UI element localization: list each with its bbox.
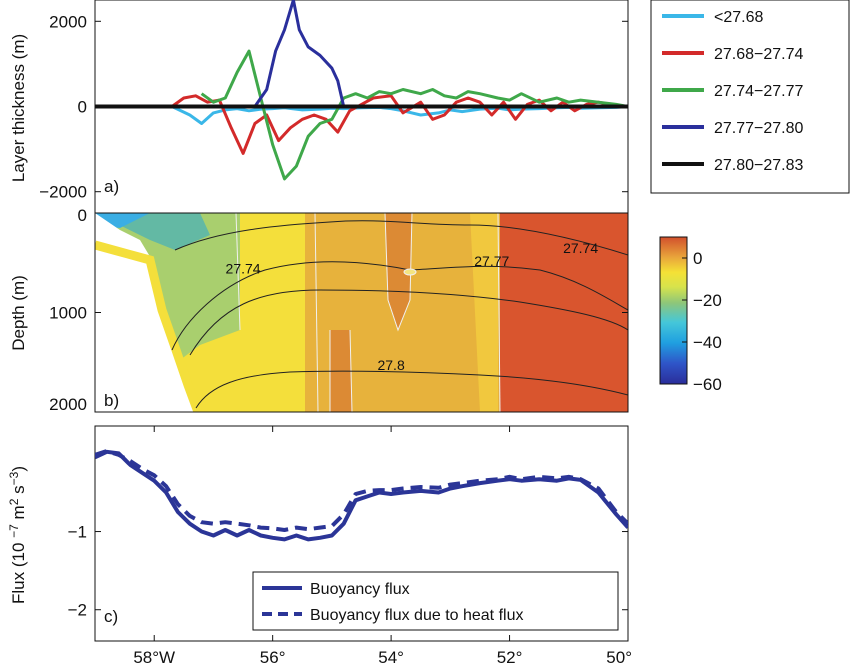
isopycnal-27-74-upper [174,220,628,256]
legend-c-box [252,571,619,631]
colorbar-tick-label: 0 [693,249,702,268]
series-line-d27_68_27_74 [171,94,628,155]
y-tick-label: 0 [78,206,87,225]
eddy-spot [403,268,417,276]
y-tick-label: −2000 [39,183,87,202]
panel-b-y-ticks: 0 1000 2000 [49,206,628,414]
heatmap-bathymetry-mask [95,213,198,412]
panel-b-tag: b) [104,391,119,410]
colorbar-tick-label: −20 [693,291,722,310]
panel-c-y-ticks: −2 −1 [68,523,628,620]
panel-a-ylabel: Layer thickness (m) [9,34,28,182]
legend-a-items: <27.68 27.68−27.74 27.74−27.77 27.77−27.80 2… [662,9,804,174]
white-contour-1 [235,213,241,331]
isopycnal-27-8 [195,370,628,409]
x-tick-label: 52° [497,648,523,666]
colorbar-tick-label: −40 [693,333,722,352]
legend-a-label: <27.68 [714,9,763,26]
panel-c-frame [94,425,629,642]
contour-label: 27.74 [563,240,598,256]
y-tick-label: −2 [68,601,87,620]
legend-a-label: 27.74−27.77 [714,83,804,100]
panel-c-series [95,449,628,542]
legend-c-label-heat-flux: Buoyancy flux due to heat flux [310,607,523,624]
heatmap-region-dark-orange [385,213,412,330]
isopycnal-27-77 [171,261,628,351]
colorbar: 0 −20 −40 −60 [659,236,722,394]
contour-label: 27.8 [377,357,404,373]
panel-a-series [95,0,628,181]
panel-b-section: 27.74 27.77 27.74 27.8 [95,213,628,412]
series-line-buoyancy-flux [95,449,628,542]
legend-panel-a: <27.68 27.68−27.74 27.74−27.77 27.77−27.80 2… [650,0,850,194]
x-tick-label: 50° [606,648,632,666]
white-contour-3 [497,213,501,412]
y-tick-label: 2000 [49,12,87,31]
legend-c-label-buoyancy-flux: Buoyancy flux [310,581,410,598]
heatmap-region-light-orange [470,213,498,412]
legend-a-label: 27.77−27.80 [714,120,804,137]
panel-c-ylabel: Flux (10 −7 m2 s−3) [7,466,28,604]
y-tick-label: 2000 [49,395,87,414]
colorbar-gradient [659,236,688,385]
panel-b-axes: 0 1000 2000 b) Depth (m) [9,206,628,414]
legend-a-box [650,0,850,194]
x-tick-label: 56° [260,648,286,666]
white-contour-2 [314,213,319,412]
y-tick-label: −1 [68,523,87,542]
contour-label: 27.74 [226,261,261,277]
x-tick-label: 58°W [133,648,175,666]
series-line-d27_74_27_77 [200,49,628,181]
legend-a-label: 27.80−27.83 [714,157,804,174]
panel-a-y-ticks: −2000 0 2000 [39,12,628,202]
panel-c-tag: c) [104,607,118,626]
y-tick-label: 1000 [49,304,87,323]
panel-b-ylabel: Depth (m) [9,275,28,351]
contour-label: 27.77 [474,253,509,269]
panel-a-section: −2000 0 2000 a) Layer thickness (m) [9,0,628,202]
y-tick-label: 0 [78,98,87,117]
panel-a-tag: a) [104,177,119,196]
series-line-d27_77_27_80 [253,0,346,108]
isopycnal-27-74-lower [189,289,628,356]
legend-a-label: 27.68−27.74 [714,46,804,63]
heatmap-shelf-edge [95,240,203,412]
colorbar-ticks: 0 −20 −40 −60 [682,249,722,394]
legend-panel-c: Buoyancy flux Buoyancy flux due to heat … [252,571,619,631]
heatmap-region-red [500,213,628,412]
series-line-heat-flux [95,449,628,532]
x-tick-label: 54° [378,648,404,666]
panel-c-x-ticks: 58°W 56° 54° 52° 50° [133,426,632,666]
colorbar-tick-label: −60 [693,375,722,394]
contour-labels: 27.74 27.77 27.74 27.8 [226,240,599,373]
